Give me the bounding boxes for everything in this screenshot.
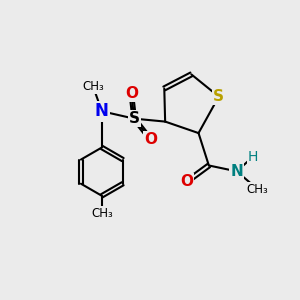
Text: O: O [125, 86, 138, 101]
Text: N: N [230, 164, 243, 179]
Text: O: O [180, 174, 193, 189]
Text: S: S [213, 89, 224, 104]
Text: S: S [129, 111, 140, 126]
Text: H: H [248, 150, 258, 164]
Text: O: O [144, 132, 157, 147]
Text: CH₃: CH₃ [247, 182, 268, 196]
Text: CH₃: CH₃ [82, 80, 104, 93]
Text: N: N [95, 102, 109, 120]
Text: CH₃: CH₃ [91, 207, 113, 220]
